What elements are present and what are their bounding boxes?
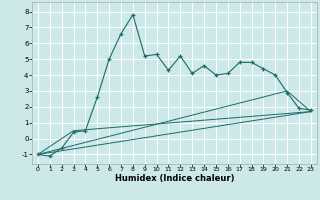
X-axis label: Humidex (Indice chaleur): Humidex (Indice chaleur) — [115, 174, 234, 183]
